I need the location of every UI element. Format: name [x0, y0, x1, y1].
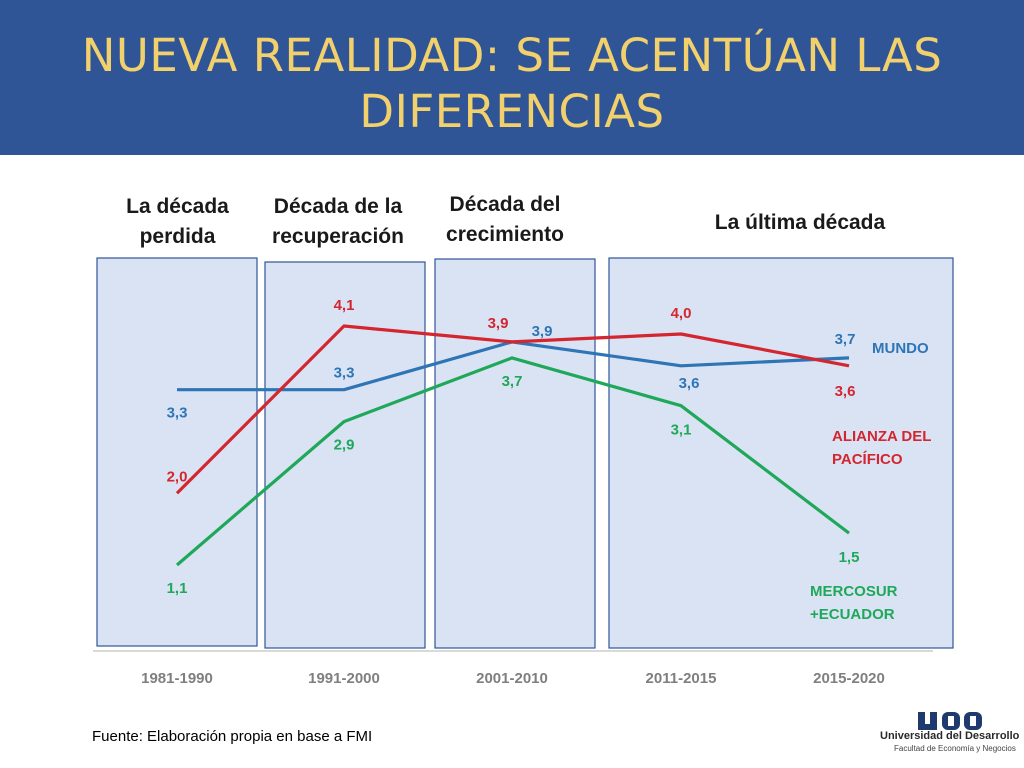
decade-label-crecimiento: Década del crecimiento — [446, 193, 564, 246]
source-note: Fuente: Elaboración propia en base a FMI — [92, 728, 373, 745]
decade-panel — [96, 257, 258, 647]
decade-label-recuperacion: Década de la recuperación — [272, 195, 404, 248]
decade-panel — [608, 257, 954, 649]
decade-label-ultima: La última década — [714, 211, 886, 234]
logo-faculty-name: Facultad de Economía y Negocios — [894, 744, 1016, 753]
series-name-label: MERCOSUR +ECUADOR — [810, 583, 898, 623]
x-tick-label: 1981-1990 — [141, 670, 213, 687]
decade-panel — [264, 261, 426, 649]
data-label: 3,9 — [532, 323, 553, 340]
series-name-line: MERCOSUR — [810, 583, 898, 600]
series-name-label: ALIANZA DEL PACÍFICO — [832, 428, 931, 468]
series-name-label: MUNDO — [872, 340, 929, 357]
decade-label-perdida: La década perdida — [126, 195, 229, 248]
udd-logo — [918, 712, 982, 730]
x-tick-label: 1991-2000 — [308, 670, 380, 687]
data-label: 2,9 — [334, 437, 355, 454]
data-label: 3,3 — [167, 405, 188, 422]
data-label: 3,6 — [835, 383, 856, 400]
data-label: 1,1 — [167, 580, 188, 597]
data-label: 3,7 — [502, 373, 523, 390]
data-label: 3,7 — [835, 331, 856, 348]
data-label: 4,0 — [671, 305, 692, 322]
x-tick-label: 2001-2010 — [476, 670, 548, 687]
data-label: 3,9 — [488, 315, 509, 332]
series-name-line: PACÍFICO — [832, 451, 903, 468]
data-label: 1,5 — [839, 549, 860, 566]
series-name-line: +ECUADOR — [810, 606, 895, 623]
data-label: 3,1 — [671, 422, 692, 439]
series-line-alianza-del-pac-fico — [175, 324, 850, 495]
title-banner: NUEVA REALIDAD: SE ACENTÚAN LAS DIFERENC… — [0, 0, 1024, 155]
data-label: 2,0 — [167, 468, 188, 485]
x-tick-label: 2015-2020 — [813, 670, 885, 687]
data-label: 3,3 — [334, 365, 355, 382]
series-name-line: ALIANZA DEL — [832, 428, 931, 445]
slide-title: NUEVA REALIDAD: SE ACENTÚAN LAS DIFERENC… — [81, 29, 943, 138]
data-label: 3,6 — [679, 375, 700, 392]
logo-university-name: Universidad del Desarrollo — [880, 730, 1020, 742]
series-line-mercosur-ecuador — [175, 356, 850, 567]
x-tick-label: 2011-2015 — [646, 670, 717, 687]
data-label: 4,1 — [334, 297, 355, 314]
decade-panel — [434, 258, 596, 649]
